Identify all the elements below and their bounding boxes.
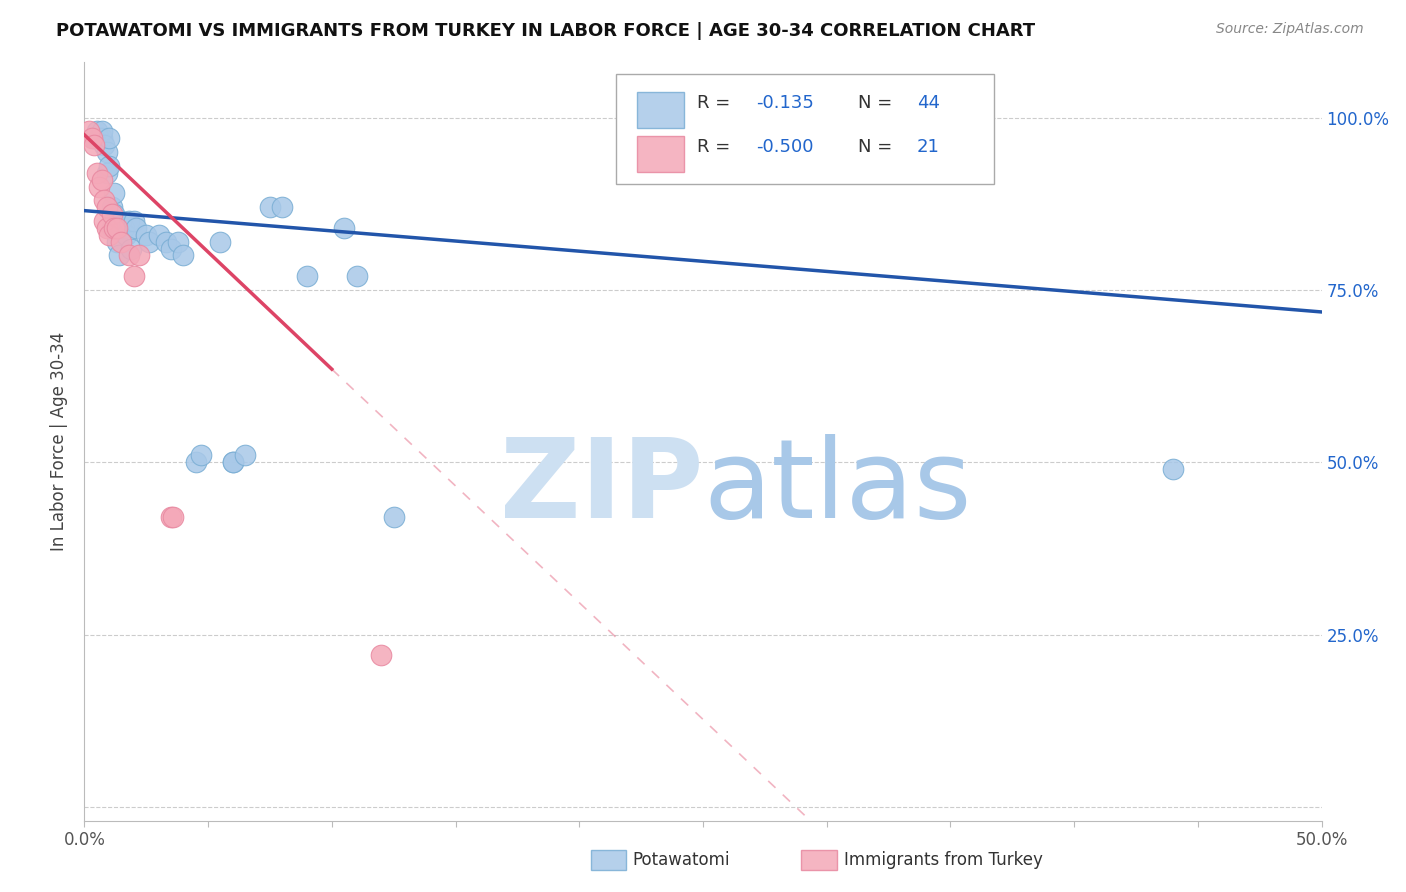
Point: [346, 269, 368, 284]
Text: Immigrants from Turkey: Immigrants from Turkey: [844, 851, 1042, 869]
Point: [89, 131, 111, 145]
Text: -0.135: -0.135: [756, 95, 814, 112]
Text: atlas: atlas: [703, 434, 972, 541]
Point: [93, 194, 115, 208]
Text: POTAWATOMI VS IMMIGRANTS FROM TURKEY IN LABOR FORCE | AGE 30-34 CORRELATION CHAR: POTAWATOMI VS IMMIGRANTS FROM TURKEY IN …: [56, 22, 1035, 40]
Point: [155, 235, 177, 249]
Point: [271, 200, 294, 214]
Point: [108, 248, 131, 262]
Point: [370, 648, 392, 663]
Text: N =: N =: [858, 138, 897, 156]
Point: [259, 200, 281, 214]
Point: [190, 448, 212, 462]
Point: [105, 235, 128, 249]
Point: [100, 207, 122, 221]
Point: [100, 220, 122, 235]
Point: [295, 269, 318, 284]
Point: [98, 131, 121, 145]
Text: N =: N =: [858, 95, 897, 112]
Point: [90, 131, 112, 145]
Point: [110, 235, 132, 249]
Point: [103, 207, 125, 221]
Text: -0.500: -0.500: [756, 138, 814, 156]
Point: [120, 242, 142, 256]
Point: [115, 227, 138, 242]
Point: [89, 179, 111, 194]
Point: [83, 138, 105, 153]
Text: ZIP: ZIP: [499, 434, 703, 541]
Text: R =: R =: [697, 138, 735, 156]
FancyBboxPatch shape: [616, 74, 994, 184]
Point: [80, 131, 103, 145]
Point: [222, 455, 245, 469]
Point: [382, 510, 405, 524]
Text: 21: 21: [917, 138, 941, 156]
Point: [110, 214, 132, 228]
Point: [233, 448, 256, 462]
Point: [96, 166, 118, 180]
Point: [96, 145, 118, 159]
Point: [148, 227, 170, 242]
Point: [83, 131, 105, 145]
Text: R =: R =: [697, 95, 735, 112]
Point: [1161, 462, 1184, 476]
Point: [122, 214, 145, 228]
Point: [135, 227, 157, 242]
Point: [162, 510, 184, 524]
Point: [138, 235, 160, 249]
Point: [96, 200, 118, 214]
Point: [965, 111, 987, 125]
Point: [90, 124, 112, 138]
Point: [79, 124, 101, 138]
Point: [96, 220, 118, 235]
Point: [93, 214, 115, 228]
Point: [90, 172, 112, 186]
Point: [160, 242, 183, 256]
Point: [125, 220, 148, 235]
Point: [93, 138, 115, 153]
Point: [209, 235, 232, 249]
Point: [167, 235, 190, 249]
Point: [112, 220, 135, 235]
Point: [103, 186, 125, 201]
Point: [122, 269, 145, 284]
Point: [333, 220, 356, 235]
Point: [118, 214, 141, 228]
Point: [105, 220, 128, 235]
Point: [100, 200, 122, 214]
Point: [172, 248, 194, 262]
Point: [118, 248, 141, 262]
Point: [103, 220, 125, 235]
Point: [98, 227, 121, 242]
Point: [86, 166, 108, 180]
Y-axis label: In Labor Force | Age 30-34: In Labor Force | Age 30-34: [51, 332, 69, 551]
Text: Source: ZipAtlas.com: Source: ZipAtlas.com: [1216, 22, 1364, 37]
Text: 44: 44: [917, 95, 941, 112]
FancyBboxPatch shape: [637, 136, 685, 172]
Point: [222, 455, 245, 469]
Point: [98, 159, 121, 173]
Point: [86, 124, 108, 138]
Point: [160, 510, 183, 524]
Point: [128, 248, 150, 262]
FancyBboxPatch shape: [637, 92, 685, 128]
Point: [184, 455, 207, 469]
Text: Potawatomi: Potawatomi: [633, 851, 730, 869]
